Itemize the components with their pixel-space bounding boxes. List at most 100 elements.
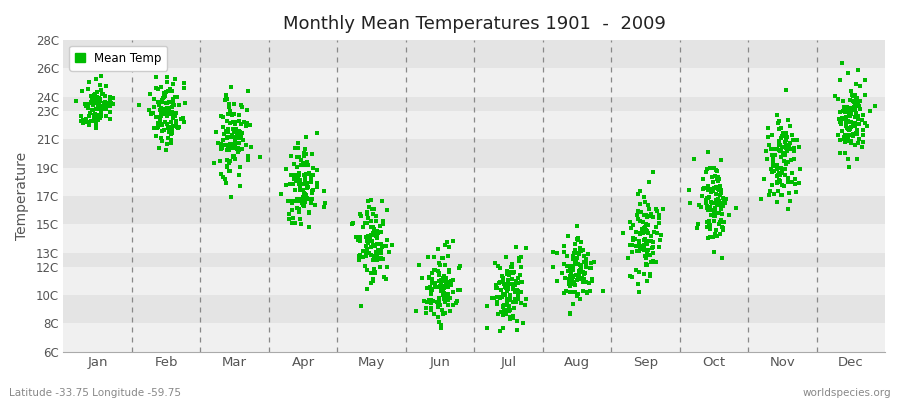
Point xyxy=(166,113,180,120)
Point xyxy=(91,103,105,109)
Point xyxy=(159,113,174,120)
Point xyxy=(516,279,530,285)
Point xyxy=(360,286,374,292)
Point xyxy=(572,267,587,274)
Point xyxy=(848,103,862,109)
Point xyxy=(85,100,99,106)
Point xyxy=(851,103,866,109)
Point xyxy=(716,227,730,233)
Point xyxy=(585,276,599,283)
Point xyxy=(165,126,179,132)
Point xyxy=(837,135,851,142)
Point xyxy=(780,178,795,185)
Point xyxy=(640,240,654,247)
Point xyxy=(288,171,302,178)
Point xyxy=(703,226,717,232)
Point xyxy=(229,126,243,132)
Point xyxy=(160,124,175,131)
Point xyxy=(778,134,793,140)
Point xyxy=(240,153,255,160)
Point xyxy=(164,137,178,143)
Point xyxy=(230,145,245,151)
Point xyxy=(842,126,856,133)
Point xyxy=(762,192,777,198)
Point xyxy=(682,200,697,206)
Point xyxy=(88,94,103,100)
Point xyxy=(306,187,320,194)
Point xyxy=(771,147,786,153)
Point xyxy=(450,298,464,304)
Point xyxy=(222,108,237,114)
Point xyxy=(571,237,585,243)
Point xyxy=(652,236,667,243)
Point xyxy=(508,282,522,288)
Point xyxy=(706,208,721,214)
Point xyxy=(94,73,108,79)
Point xyxy=(234,131,248,138)
Point xyxy=(155,97,169,104)
Point xyxy=(86,112,101,118)
Point xyxy=(706,234,720,240)
Point xyxy=(629,243,643,250)
Point xyxy=(567,289,581,296)
Point xyxy=(86,101,101,108)
Point xyxy=(508,299,523,305)
Point xyxy=(501,284,516,290)
Point xyxy=(493,287,508,293)
Point xyxy=(75,88,89,94)
Point xyxy=(253,154,267,160)
Point xyxy=(153,118,167,125)
Point xyxy=(84,99,98,105)
Point xyxy=(241,157,256,163)
Point xyxy=(776,130,790,136)
Point xyxy=(781,206,796,212)
Point xyxy=(641,222,655,228)
Point xyxy=(220,164,234,170)
Point xyxy=(491,311,505,318)
Point xyxy=(433,262,447,269)
Point xyxy=(78,116,93,122)
Point xyxy=(642,213,656,219)
Point xyxy=(424,297,438,304)
Point xyxy=(644,259,659,265)
Point xyxy=(627,236,642,242)
Point xyxy=(569,272,583,278)
Point xyxy=(562,273,577,279)
Point xyxy=(850,95,864,101)
Point xyxy=(640,262,654,268)
Point xyxy=(506,270,520,276)
Point xyxy=(98,106,112,113)
Point xyxy=(712,221,726,227)
Point xyxy=(562,276,576,282)
Point xyxy=(157,94,171,101)
Point xyxy=(297,172,311,178)
Point xyxy=(366,232,381,239)
Point xyxy=(706,213,721,219)
Point xyxy=(284,198,299,205)
Point xyxy=(558,275,572,281)
Point xyxy=(850,99,865,106)
Point xyxy=(788,176,802,182)
Point xyxy=(513,299,527,306)
Point xyxy=(227,111,241,118)
Point xyxy=(106,95,121,101)
Point xyxy=(704,189,718,196)
Point xyxy=(426,298,440,304)
Point xyxy=(853,106,868,112)
Point xyxy=(166,102,181,108)
Point xyxy=(759,148,773,154)
Point xyxy=(519,296,534,302)
Point xyxy=(705,174,719,181)
Point xyxy=(243,122,257,128)
Point xyxy=(638,252,652,259)
Point xyxy=(149,113,164,120)
Point xyxy=(297,203,311,210)
Point xyxy=(573,239,588,246)
Point xyxy=(489,282,503,288)
Point xyxy=(169,118,184,124)
Point xyxy=(160,120,175,127)
Point xyxy=(235,146,249,152)
Point xyxy=(701,235,716,241)
Point xyxy=(233,129,248,135)
Point xyxy=(364,197,378,203)
